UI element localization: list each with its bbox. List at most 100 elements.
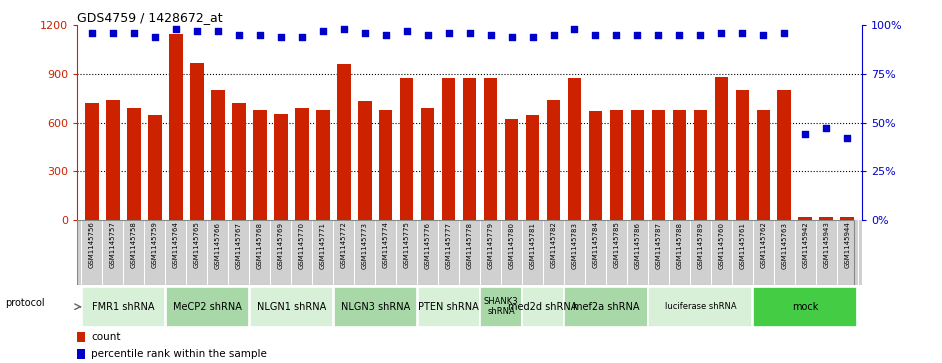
- Text: mock: mock: [792, 302, 819, 312]
- Text: GSM1145772: GSM1145772: [341, 221, 347, 269]
- Bar: [85, 103, 99, 220]
- Text: GSM1145764: GSM1145764: [172, 221, 179, 269]
- Text: GSM1145770: GSM1145770: [299, 221, 305, 269]
- Bar: [127, 108, 140, 220]
- Bar: [295, 108, 309, 220]
- Bar: [715, 77, 728, 220]
- Point: [336, 26, 351, 32]
- Bar: [526, 115, 540, 220]
- Bar: [799, 217, 812, 220]
- Bar: [190, 63, 203, 220]
- Bar: [274, 114, 287, 220]
- Point: [546, 32, 561, 38]
- Text: GSM1145787: GSM1145787: [656, 221, 661, 269]
- Text: GSM1145778: GSM1145778: [466, 221, 473, 269]
- Bar: [480, 287, 522, 327]
- Text: GSM1145758: GSM1145758: [131, 221, 137, 269]
- Point: [588, 32, 603, 38]
- Text: count: count: [91, 332, 121, 342]
- Text: GSM1145774: GSM1145774: [382, 221, 389, 269]
- Text: GSM1145784: GSM1145784: [593, 221, 598, 269]
- Point: [651, 32, 666, 38]
- Text: GSM1145781: GSM1145781: [529, 221, 536, 269]
- Point: [252, 32, 268, 38]
- Text: NLGN1 shRNA: NLGN1 shRNA: [256, 302, 326, 312]
- Point: [630, 32, 645, 38]
- Point: [147, 34, 162, 40]
- Text: protocol: protocol: [5, 298, 44, 308]
- Text: GSM1145786: GSM1145786: [634, 221, 641, 269]
- Point: [273, 34, 288, 40]
- Bar: [820, 217, 833, 220]
- Bar: [253, 110, 267, 220]
- Point: [755, 32, 771, 38]
- Bar: [232, 103, 246, 220]
- Bar: [630, 110, 644, 220]
- Bar: [484, 78, 497, 220]
- Text: GSM1145788: GSM1145788: [676, 221, 682, 269]
- Point: [798, 131, 813, 137]
- Text: GSM1145783: GSM1145783: [572, 221, 577, 269]
- Text: MeCP2 shRNA: MeCP2 shRNA: [173, 302, 242, 312]
- Bar: [505, 119, 518, 220]
- Bar: [673, 110, 686, 220]
- Point: [839, 135, 854, 141]
- Point: [504, 34, 519, 40]
- Point: [525, 34, 540, 40]
- Text: GSM1145768: GSM1145768: [257, 221, 263, 269]
- Text: GSM1145757: GSM1145757: [110, 221, 116, 269]
- Bar: [358, 102, 371, 220]
- Point: [692, 32, 708, 38]
- Text: GSM1145769: GSM1145769: [278, 221, 284, 269]
- Text: GSM1145780: GSM1145780: [509, 221, 514, 269]
- Text: GSM1145779: GSM1145779: [488, 221, 494, 269]
- Point: [210, 28, 225, 34]
- Point: [483, 32, 498, 38]
- Text: NLGN3 shRNA: NLGN3 shRNA: [341, 302, 410, 312]
- Text: GSM1145761: GSM1145761: [739, 221, 745, 269]
- Bar: [736, 90, 749, 220]
- Text: GDS4759 / 1428672_at: GDS4759 / 1428672_at: [77, 11, 223, 24]
- Bar: [523, 287, 563, 327]
- Bar: [648, 287, 753, 327]
- Bar: [442, 78, 455, 220]
- Text: GSM1145776: GSM1145776: [425, 221, 430, 269]
- Bar: [463, 78, 477, 220]
- Bar: [756, 110, 771, 220]
- Bar: [840, 217, 854, 220]
- Text: GSM1145944: GSM1145944: [844, 221, 851, 268]
- Bar: [211, 90, 224, 220]
- Text: PTEN shRNA: PTEN shRNA: [418, 302, 479, 312]
- Bar: [421, 108, 434, 220]
- Bar: [77, 332, 85, 342]
- Text: GSM1145771: GSM1145771: [319, 221, 326, 269]
- Point: [316, 28, 331, 34]
- Bar: [148, 115, 162, 220]
- Point: [672, 32, 687, 38]
- Bar: [337, 64, 350, 220]
- Bar: [777, 90, 791, 220]
- Text: GSM1145756: GSM1145756: [89, 221, 95, 269]
- Text: GSM1145765: GSM1145765: [194, 221, 200, 269]
- Bar: [77, 349, 85, 359]
- Text: GSM1145785: GSM1145785: [613, 221, 620, 269]
- Text: GSM1145760: GSM1145760: [719, 221, 724, 269]
- Point: [567, 26, 582, 32]
- Text: GSM1145773: GSM1145773: [362, 221, 367, 269]
- Point: [231, 32, 246, 38]
- Bar: [693, 110, 707, 220]
- Point: [85, 30, 100, 36]
- Point: [462, 30, 477, 36]
- Point: [189, 28, 204, 34]
- Text: GSM1145759: GSM1145759: [152, 221, 158, 269]
- Text: GSM1145763: GSM1145763: [781, 221, 788, 269]
- Bar: [652, 110, 665, 220]
- Point: [357, 30, 372, 36]
- Text: GSM1145766: GSM1145766: [215, 221, 220, 269]
- Bar: [166, 287, 249, 327]
- Point: [714, 30, 729, 36]
- Text: GSM1145777: GSM1145777: [446, 221, 451, 269]
- Bar: [399, 78, 414, 220]
- Text: med2d shRNA: med2d shRNA: [509, 302, 577, 312]
- Text: FMR1 shRNA: FMR1 shRNA: [92, 302, 154, 312]
